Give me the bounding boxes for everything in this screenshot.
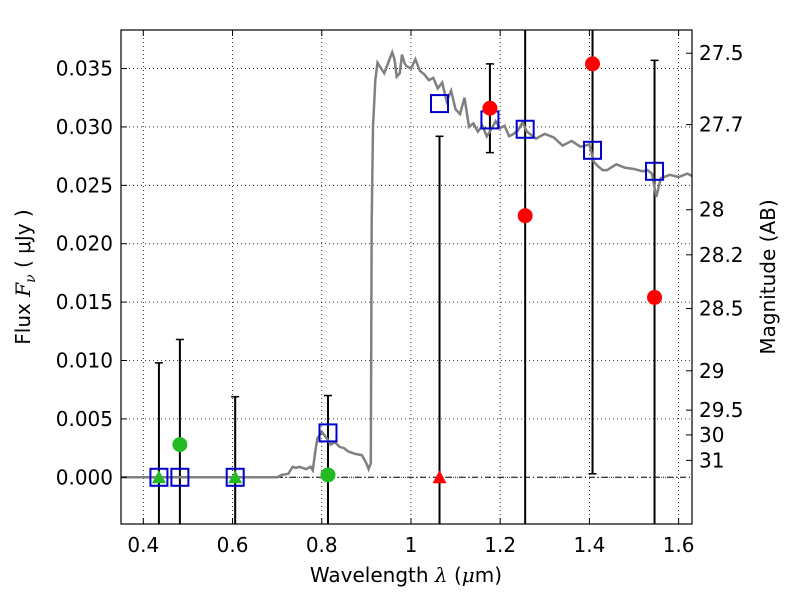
observed-flux-point	[172, 437, 188, 453]
x-axis-title: Wavelength λ (μm)	[310, 563, 502, 587]
x-tick-label: 0.4	[127, 533, 159, 557]
model-photometry-square	[430, 94, 450, 114]
y2-axis-title: Magnitude (AB)	[756, 199, 780, 354]
x-axis-ticks: 0.4 0.6 0.8 1 1.2 1.4 1.6	[127, 30, 695, 557]
magnitude-tick-label: 29.5	[699, 398, 744, 422]
model-photometry-square	[149, 467, 169, 487]
y-tick-label: 0.035	[56, 57, 113, 81]
x-tick-label: 1.2	[484, 533, 516, 557]
magnitude-tick-label: 29	[699, 359, 724, 383]
model-photometry-square	[318, 423, 338, 443]
magnitude-tick-label: 30	[699, 423, 724, 447]
y-tick-label: 0.015	[56, 290, 113, 314]
error-bars	[154, 30, 659, 524]
magnitude-tick-label: 27.7	[699, 113, 744, 137]
model-photometry-square	[583, 140, 603, 160]
y-axis-title: Flux Fν ( μJy )	[11, 209, 39, 344]
y-axis-ticks: 0.000 0.005 0.010 0.015 0.020 0.025 0.030 0.035	[56, 57, 127, 489]
y-tick-label: 0.005	[56, 407, 113, 431]
model-photometry-square	[645, 161, 665, 181]
observed-flux-point	[647, 289, 663, 305]
magnitude-tick-label: 28.5	[699, 297, 744, 321]
observed-flux-point	[585, 56, 601, 72]
magnitude-tick-label: 28.2	[699, 243, 744, 267]
upper-limit-triangle	[151, 470, 166, 484]
y-tick-label: 0.000	[56, 465, 113, 489]
magnitude-tick-label: 28	[699, 198, 724, 222]
y-tick-label: 0.020	[56, 232, 113, 256]
model-photometry-square	[515, 119, 535, 139]
y-tick-label: 0.025	[56, 173, 113, 197]
x-tick-label: 1.4	[573, 533, 605, 557]
upper-limit-triangle	[432, 470, 447, 484]
model-photometry-square	[170, 467, 190, 487]
plot-frame	[120, 29, 693, 525]
observed-flux-point	[482, 100, 498, 116]
x-tick-label: 0.8	[306, 533, 338, 557]
model-photometry-square	[225, 467, 245, 487]
observed-flux-point	[517, 208, 533, 224]
magnitude-tick-label: 27.5	[699, 41, 744, 65]
grid-lines	[121, 30, 692, 524]
y-tick-label: 0.010	[56, 349, 113, 373]
data-markers	[149, 56, 665, 487]
observed-flux-point	[320, 467, 336, 483]
y-tick-label: 0.030	[56, 115, 113, 139]
x-tick-label: 1.6	[663, 533, 695, 557]
upper-limit-triangle	[228, 470, 243, 484]
x-tick-label: 0.6	[217, 533, 249, 557]
model-sed-line	[121, 48, 693, 479]
magnitude-tick-label: 31	[699, 448, 724, 472]
x-tick-label: 1	[405, 533, 418, 557]
